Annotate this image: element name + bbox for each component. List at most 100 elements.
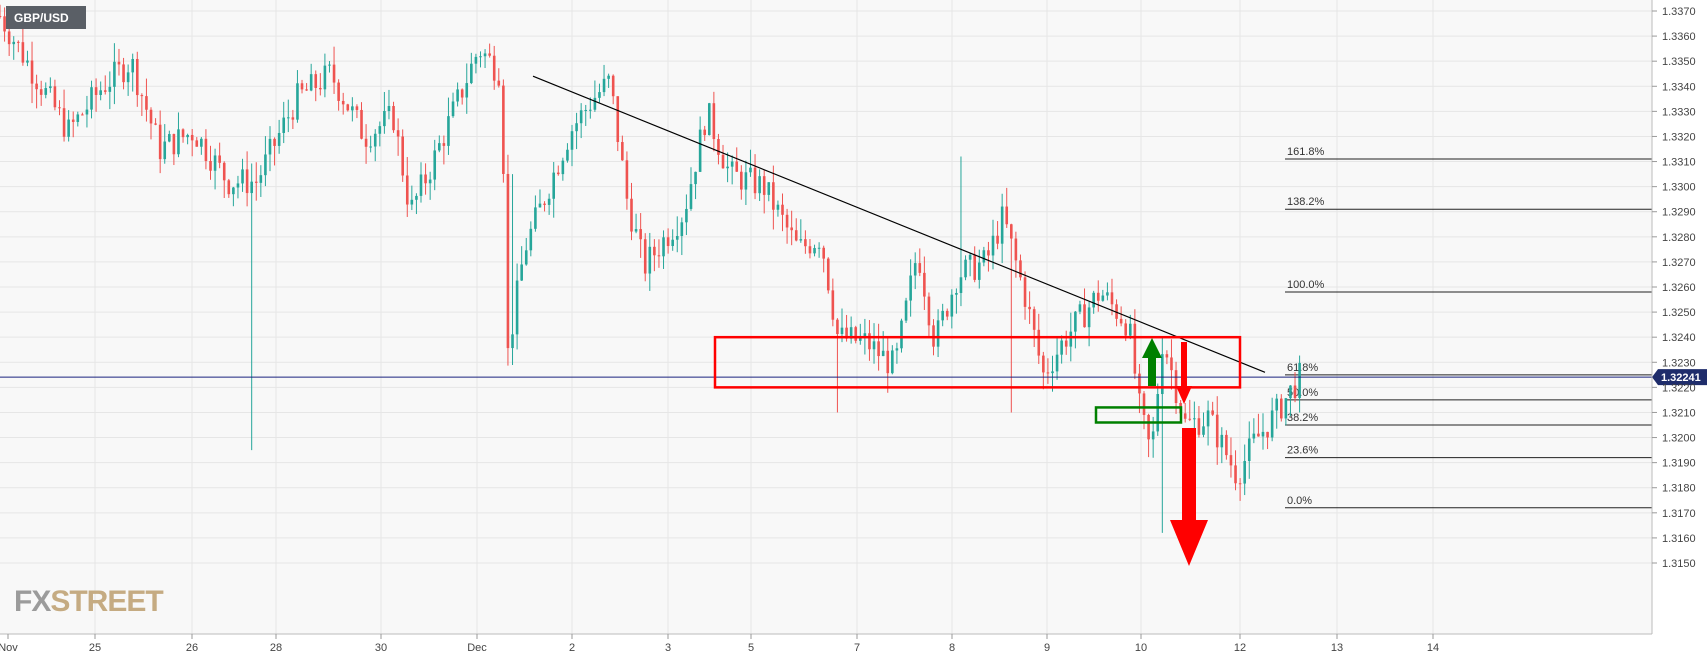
- fibonacci-levels: 161.8%138.2%100.0%61.8%50.0%38.2%23.6%0.…: [1285, 146, 1652, 509]
- candle: [891, 345, 894, 375]
- candle: [653, 239, 656, 272]
- fib-level-label: 0.0%: [1287, 495, 1312, 507]
- candle: [744, 160, 748, 206]
- candle: [90, 80, 93, 119]
- candle: [1165, 350, 1169, 365]
- candle: [30, 41, 34, 104]
- current-price-tag: 1.32241: [1652, 369, 1707, 386]
- candle: [195, 137, 199, 147]
- candles: [0, 4, 1301, 533]
- candle: [419, 162, 423, 203]
- candle: [689, 167, 693, 211]
- candle: [26, 50, 29, 67]
- candle: [735, 147, 739, 173]
- y-tick-label: 1.3240: [1662, 332, 1696, 344]
- candle: [1298, 355, 1301, 413]
- candle: [648, 232, 652, 291]
- candle: [1046, 358, 1050, 384]
- candle: [794, 218, 798, 242]
- candle: [0, 4, 2, 19]
- candle: [593, 80, 597, 112]
- candle: [1092, 290, 1095, 314]
- candle: [282, 101, 286, 144]
- candle: [488, 43, 491, 58]
- candle: [561, 157, 565, 181]
- candle: [726, 152, 729, 183]
- candle: [808, 238, 812, 259]
- candle: [474, 53, 478, 74]
- candle: [154, 118, 157, 126]
- candle: [772, 165, 775, 230]
- candle: [369, 135, 372, 153]
- candle: [396, 118, 400, 156]
- candle: [858, 323, 862, 345]
- candle: [909, 259, 912, 317]
- candle: [556, 165, 560, 176]
- x-tick-label: 30: [375, 642, 387, 654]
- candle: [122, 57, 125, 90]
- candle: [927, 292, 931, 338]
- candle: [1005, 187, 1009, 228]
- fib-level-label: 61.8%: [1287, 362, 1318, 374]
- candle: [245, 151, 249, 207]
- candle: [373, 129, 377, 162]
- candle: [694, 171, 697, 200]
- candle: [900, 318, 903, 353]
- candle: [424, 163, 427, 195]
- candle: [872, 323, 876, 364]
- y-tick-label: 1.3290: [1662, 207, 1696, 219]
- candle: [415, 193, 418, 215]
- candle: [346, 103, 350, 112]
- candle: [451, 92, 455, 118]
- candle: [584, 104, 588, 126]
- y-tick-label: 1.3230: [1662, 357, 1696, 369]
- x-tick-label: 9: [1044, 642, 1050, 654]
- candle: [781, 193, 784, 232]
- candle: [996, 221, 999, 250]
- y-tick-label: 1.3330: [1662, 106, 1696, 118]
- candle: [447, 97, 450, 155]
- grid: [0, 0, 1652, 634]
- candle: [360, 102, 363, 140]
- candle: [145, 78, 148, 122]
- y-tick-label: 1.3180: [1662, 483, 1696, 495]
- candle: [616, 96, 620, 152]
- candle: [886, 337, 890, 393]
- candle: [785, 208, 789, 244]
- candle: [1270, 397, 1274, 442]
- candle: [918, 248, 922, 277]
- y-tick-label: 1.3200: [1662, 433, 1696, 445]
- candle: [959, 156, 963, 307]
- candle: [529, 221, 533, 257]
- candle: [1252, 418, 1256, 444]
- candle: [250, 163, 253, 451]
- arrow-down-icon: [1176, 342, 1192, 404]
- candle: [566, 143, 569, 163]
- candle: [753, 154, 757, 200]
- y-tick-label: 1.3190: [1662, 458, 1696, 470]
- candle: [483, 49, 487, 69]
- candle: [1188, 399, 1192, 422]
- candle: [213, 148, 217, 190]
- current-price-text: 1.32241: [1661, 372, 1701, 384]
- candle: [895, 342, 899, 364]
- candle: [547, 193, 551, 215]
- candle: [383, 91, 386, 134]
- support-zone: [1094, 406, 1183, 424]
- candle: [387, 89, 391, 120]
- candle: [1161, 336, 1164, 533]
- x-tick-label: 28: [270, 642, 282, 654]
- candle: [1284, 397, 1288, 426]
- candle: [1096, 280, 1100, 312]
- candle: [790, 210, 793, 246]
- candle: [621, 135, 624, 161]
- fib-level-label: 138.2%: [1287, 196, 1325, 208]
- candle: [964, 255, 967, 281]
- candle: [259, 165, 263, 197]
- candle: [1078, 300, 1082, 315]
- candle: [1147, 413, 1150, 458]
- candle: [71, 111, 75, 138]
- candle: [21, 28, 25, 66]
- candle: [854, 325, 858, 344]
- candle: [85, 95, 89, 128]
